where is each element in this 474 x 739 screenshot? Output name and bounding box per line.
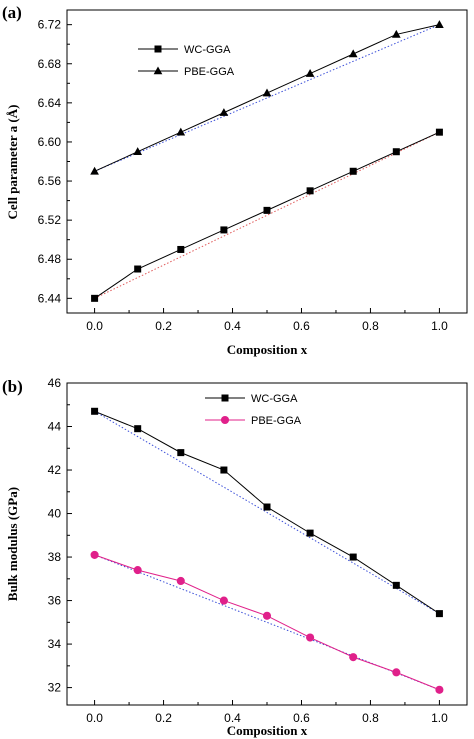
panel-b-series-0-point-7 (392, 581, 400, 589)
panel-b-x-tick-label-5: 1.0 (431, 711, 448, 725)
panel-b-series-0-point-2 (177, 449, 185, 457)
panel-a-series-1-point-5 (305, 68, 315, 77)
panel-b-legend-marker-1 (220, 415, 230, 425)
panel-b-x-tick-label-4: 0.8 (362, 711, 379, 725)
panel-a-y-tick-label-0: 6.44 (38, 291, 62, 305)
panel-b-y-tick-label-5: 42 (48, 463, 62, 477)
panel-b-trend-line-0 (94, 410, 440, 615)
panel-b-legend: WC-GGA PBE-GGA (205, 393, 302, 427)
panel-b-plot-frame (66, 382, 468, 706)
panel-a-y-tick-label-4: 6.60 (38, 135, 62, 149)
panel-b-series-1-point-6 (349, 653, 358, 662)
panel-b-y-tick-label-2: 36 (48, 594, 62, 608)
panel-b-y-tick-label-1: 34 (48, 637, 62, 651)
panel-b-series-0-point-0 (91, 407, 99, 415)
panel-a-x-tick-label-2: 0.4 (224, 319, 241, 333)
panel-b-y-axis-title: Bulk modulus (GPa) (5, 487, 20, 601)
panel-b-y-tick-label-6: 44 (48, 420, 62, 434)
panel-b-series-0-point-1 (134, 425, 142, 433)
panel-b-ticks: 0.0 0.2 0.4 0.6 0.8 1.0 32 34 36 38 40 42 44 46 (48, 376, 448, 725)
panel-a-legend-label-0: WC-GGA (184, 44, 231, 56)
panel-a-series-1-point-2 (176, 127, 186, 136)
panel-a-series-1-point-7 (391, 29, 401, 38)
panel-a-series-0-point-8 (435, 128, 443, 136)
panel-b-y-tick-label-7: 46 (48, 376, 62, 390)
panel-a-series-0-point-3 (220, 226, 228, 234)
panel-b-series-0-point-3 (220, 466, 228, 474)
panel-b-x-axis-title: Composition x (227, 723, 308, 738)
panel-a-label: (a) (2, 3, 22, 22)
panel-a-series-0-point-5 (306, 187, 314, 195)
panel-a-x-tick-label-5: 1.0 (431, 319, 448, 333)
panel-a-trend-line-1 (94, 24, 440, 172)
panel-a-series-0-point-1 (134, 265, 142, 273)
panel-b-series-1-point-0 (90, 550, 99, 559)
panel-b: (b) 0.0 0.2 0.4 0.6 0.8 1.0 32 34 36 38 40 42 44 46 W… (2, 376, 468, 738)
panel-b-legend-marker-0 (221, 394, 229, 402)
panel-a-x-tick-label-4: 0.8 (362, 319, 379, 333)
panel-a-series-0-point-2 (177, 245, 185, 253)
panel-b-x-tick-label-3: 0.6 (293, 711, 310, 725)
panel-a-series-0-point-6 (349, 167, 357, 175)
panel-a-y-tick-label-7: 6.72 (38, 18, 62, 32)
panel-a-series-1-point-6 (348, 49, 358, 58)
panel-b-series-0-point-6 (349, 553, 357, 561)
panel-b-series-1-point-5 (306, 633, 315, 642)
panel-b-series-1-point-7 (392, 668, 401, 677)
panel-a-series-1-point-0 (90, 166, 99, 175)
panel-b-label: (b) (2, 377, 23, 396)
panel-b-legend-label-1: PBE-GGA (251, 415, 302, 427)
panel-b-series-1-point-4 (262, 611, 272, 620)
panel-b-x-tick-label-1: 0.2 (155, 711, 172, 725)
panel-a-series-1-point-1 (133, 147, 143, 156)
panel-a-series-0-point-4 (263, 206, 271, 214)
panel-a-y-tick-label-5: 6.64 (38, 96, 62, 110)
panel-a-legend-marker-1 (153, 66, 163, 75)
panel-a-legend-marker-0 (154, 45, 162, 53)
panel-a-series-0-point-7 (392, 148, 400, 156)
panel-a-x-tick-label-0: 0.0 (86, 319, 103, 333)
panel-b-y-tick-label-3: 38 (48, 550, 62, 564)
panel-b-x-tick-label-2: 0.4 (224, 711, 241, 725)
panel-b-series-0-point-5 (306, 529, 314, 537)
panel-a-legend-label-1: PBE-GGA (184, 66, 235, 78)
panel-a-series-1-point-4 (262, 88, 272, 97)
panel-b-trend-lines (94, 410, 440, 691)
panel-a-y-tick-label-3: 6.56 (38, 174, 62, 188)
panel-a-plot-frame (66, 9, 468, 314)
panel-b-x-tick-label-0: 0.0 (86, 711, 103, 725)
panel-b-series-line-1 (94, 554, 440, 691)
panel-a-y-axis-title: Cell parameter a (Å) (5, 105, 20, 220)
panel-a-ticks: 0.0 0.2 0.4 0.6 0.8 1.0 6.44 6.48 6.52 6.56 6.60 6.… (38, 18, 448, 333)
panel-b-series-1-point-8 (435, 685, 444, 694)
panel-b-series-1-point-1 (133, 566, 142, 575)
panel-a-x-axis-title: Composition x (227, 342, 308, 357)
panel-b-series-1-point-2 (176, 576, 185, 586)
panel-b-y-tick-label-0: 32 (48, 681, 62, 695)
panel-b-legend-label-0: WC-GGA (251, 393, 298, 405)
panel-a-trend-line-0 (94, 131, 440, 299)
panel-b-series (90, 407, 444, 694)
panel-b-series-0-point-8 (435, 610, 443, 618)
panel-a: (a) 0.0 0.2 0.4 0.6 0.8 1.0 6.44 6.48 6.52 6.56 6.… (2, 3, 468, 357)
panel-a-series-0-point-0 (91, 294, 99, 302)
panel-b-series-0-point-4 (263, 503, 271, 511)
panel-a-y-tick-label-6: 6.68 (38, 57, 62, 71)
panel-a-series-1-point-3 (219, 108, 229, 116)
panel-a-x-tick-label-1: 0.2 (155, 319, 172, 333)
panel-a-y-tick-label-2: 6.52 (38, 213, 62, 227)
panel-a-x-tick-label-3: 0.6 (293, 319, 310, 333)
panel-a-legend: WC-GGA PBE-GGA (138, 44, 235, 78)
panel-b-y-tick-label-4: 40 (48, 507, 62, 521)
panel-a-series-1-point-8 (435, 20, 444, 28)
panel-a-trend-lines (94, 24, 440, 299)
panel-a-series (90, 20, 444, 302)
panel-a-y-tick-label-1: 6.48 (38, 252, 62, 266)
panel-b-series-1-point-3 (219, 596, 228, 605)
